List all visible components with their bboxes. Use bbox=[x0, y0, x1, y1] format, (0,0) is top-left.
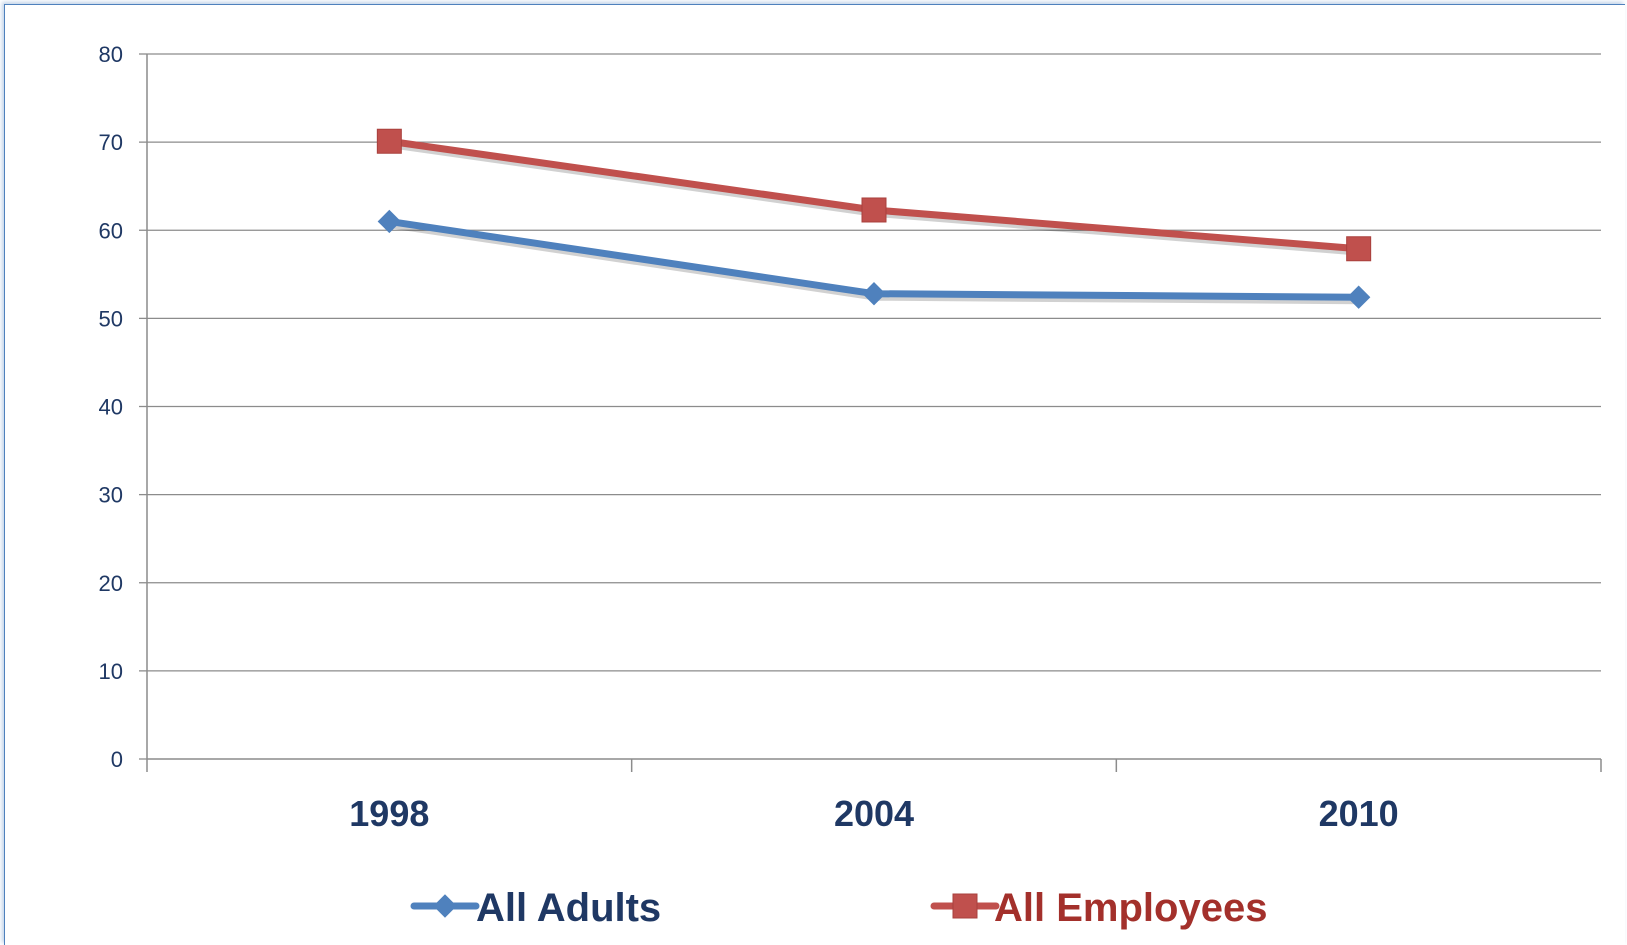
y-tick-label: 10 bbox=[99, 659, 123, 684]
x-tick-label-2004: 2004 bbox=[834, 793, 914, 834]
data-point-1998 bbox=[377, 209, 402, 234]
y-tick-label: 30 bbox=[99, 483, 123, 508]
x-tick-label-2010: 2010 bbox=[1319, 793, 1399, 834]
legend-item-all-employees: All Employees bbox=[930, 886, 1267, 930]
data-point-1998 bbox=[376, 128, 402, 154]
x-tick-labels: 1998 2004 2010 bbox=[349, 793, 1398, 834]
legend-marker bbox=[433, 894, 457, 918]
y-tick-label: 60 bbox=[99, 218, 123, 243]
axes bbox=[139, 53, 1602, 772]
series-all-adults bbox=[377, 209, 1371, 309]
series-group bbox=[376, 128, 1372, 309]
legend-label: All Employees bbox=[994, 886, 1267, 930]
y-tick-label: 50 bbox=[99, 306, 123, 331]
chart-frame bbox=[4, 4, 1625, 945]
legend-marker bbox=[952, 893, 978, 919]
y-tick-label: 40 bbox=[99, 395, 123, 420]
data-point-2004 bbox=[862, 281, 886, 306]
legend: All Adults All Employees bbox=[410, 886, 1267, 930]
series-all-employees bbox=[376, 128, 1372, 262]
y-tick-label: 70 bbox=[99, 130, 123, 155]
y-tick-label: 80 bbox=[99, 42, 123, 67]
gridlines bbox=[147, 53, 1601, 672]
y-tick-label: 0 bbox=[111, 747, 123, 772]
series-line bbox=[385, 137, 1363, 253]
x-tick-label-1998: 1998 bbox=[349, 793, 429, 834]
data-point-2004 bbox=[861, 197, 887, 223]
legend-item-all-adults: All Adults bbox=[410, 886, 661, 930]
data-point-2010 bbox=[1346, 236, 1372, 262]
y-tick-label: 20 bbox=[99, 571, 123, 596]
legend-label: All Adults bbox=[476, 886, 661, 930]
y-tick-labels: 0 10 20 30 40 50 60 70 80 bbox=[99, 42, 123, 772]
data-point-2010 bbox=[1346, 285, 1371, 309]
